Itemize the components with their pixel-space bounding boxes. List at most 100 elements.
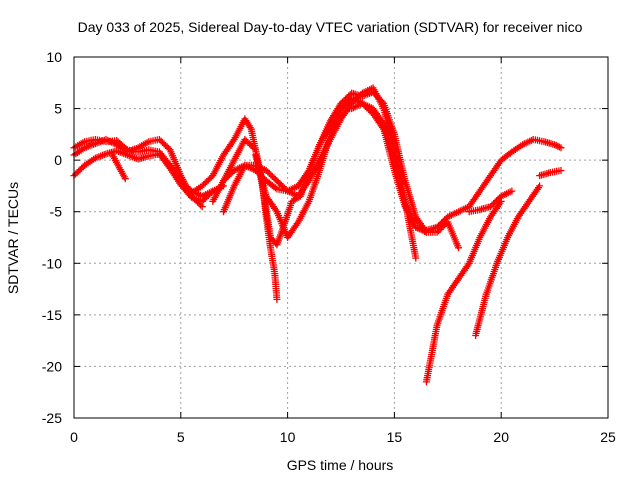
- data-point: [121, 175, 129, 183]
- data-point: [444, 290, 452, 298]
- y-tick-label: -10: [42, 255, 62, 271]
- data-point: [390, 130, 398, 138]
- data-point: [267, 244, 274, 252]
- data-points: [70, 84, 565, 386]
- data-point: [493, 259, 501, 267]
- data-point: [273, 208, 281, 216]
- data-point: [525, 197, 533, 205]
- data-point: [497, 197, 505, 205]
- data-point: [557, 167, 565, 174]
- data-point: [145, 146, 153, 154]
- series-track-10: [422, 197, 505, 386]
- data-point: [284, 187, 292, 195]
- data-point: [316, 167, 324, 174]
- y-tick-label: -20: [42, 358, 62, 374]
- data-point: [252, 151, 260, 159]
- x-tick-label: 15: [387, 429, 403, 445]
- axis-ticks: 0 5 10 15 20 25 10 5 0 -5 -10 -15 -20 -25: [42, 49, 616, 445]
- y-tick-label: -25: [42, 410, 62, 426]
- data-point: [145, 152, 153, 160]
- data-point: [455, 275, 462, 283]
- data-point: [455, 208, 462, 216]
- data-point: [529, 136, 537, 143]
- data-point: [262, 177, 270, 185]
- x-tick-label: 5: [177, 429, 185, 445]
- data-point: [166, 164, 174, 172]
- data-point: [422, 378, 430, 386]
- data-point: [108, 151, 116, 159]
- data-point: [273, 241, 281, 249]
- data-point: [472, 332, 480, 339]
- data-point: [514, 213, 522, 221]
- data-point: [465, 259, 473, 267]
- data-point: [540, 138, 548, 146]
- data-point: [433, 223, 441, 231]
- data-point: [262, 213, 270, 221]
- data-point: [465, 208, 473, 216]
- data-point: [271, 270, 279, 278]
- data-point: [369, 110, 377, 118]
- x-tick-label: 20: [493, 429, 509, 445]
- data-point: [358, 99, 366, 107]
- data-point: [198, 182, 206, 190]
- data-point: [546, 169, 554, 176]
- y-tick-label: 5: [54, 101, 62, 117]
- data-point: [166, 146, 174, 154]
- data-point: [209, 172, 217, 180]
- data-point: [81, 161, 89, 169]
- data-point: [305, 177, 313, 185]
- data-point: [91, 140, 99, 148]
- data-point: [188, 189, 195, 197]
- data-point: [348, 89, 356, 97]
- data-point: [487, 213, 494, 221]
- data-point: [294, 182, 302, 190]
- series-track-12: [536, 167, 565, 180]
- data-point: [273, 177, 281, 185]
- data-point: [519, 141, 527, 149]
- y-tick-label: 10: [46, 49, 62, 65]
- data-point: [551, 141, 559, 149]
- series-track-3: [70, 147, 227, 205]
- x-tick-label: 10: [280, 429, 296, 445]
- data-point: [102, 136, 110, 143]
- series-track-11: [472, 182, 544, 339]
- data-point: [230, 156, 238, 164]
- series-track-2: [70, 136, 206, 211]
- data-point: [177, 181, 185, 189]
- data-point: [230, 136, 238, 143]
- chart-title: Day 033 of 2025, Sidereal Day-to-day VTE…: [78, 19, 583, 35]
- data-point: [241, 136, 249, 143]
- plot-frame: [73, 56, 609, 419]
- data-point: [326, 130, 334, 138]
- data-point: [113, 141, 121, 149]
- data-point: [220, 208, 227, 216]
- data-point: [337, 105, 345, 113]
- data-point: [487, 172, 494, 180]
- data-point: [155, 150, 163, 158]
- data-point: [145, 138, 153, 146]
- data-point: [305, 167, 313, 174]
- data-point: [305, 197, 313, 205]
- data-point: [369, 84, 377, 92]
- data-point: [316, 141, 324, 149]
- data-point: [123, 151, 131, 159]
- data-point: [455, 244, 462, 252]
- data-point: [209, 187, 217, 195]
- data-point: [508, 187, 516, 195]
- data-point: [241, 161, 249, 169]
- data-point: [220, 151, 227, 159]
- data-point: [230, 167, 238, 174]
- data-point: [444, 213, 452, 221]
- data-point: [390, 167, 398, 174]
- data-point: [134, 155, 142, 163]
- series-track-8: [252, 99, 565, 241]
- data-point: [273, 185, 281, 193]
- data-point: [380, 105, 388, 113]
- data-point: [358, 89, 366, 97]
- data-point: [557, 144, 565, 152]
- data-point: [476, 234, 484, 241]
- data-point: [262, 192, 270, 200]
- x-tick-label: 0: [70, 429, 78, 445]
